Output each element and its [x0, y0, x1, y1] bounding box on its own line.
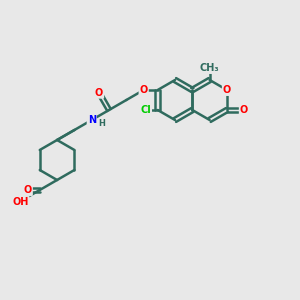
Text: H: H: [98, 119, 105, 128]
Text: O: O: [223, 85, 231, 95]
Text: O: O: [140, 85, 148, 95]
Text: O: O: [24, 185, 32, 195]
Text: O: O: [240, 105, 248, 115]
Text: O: O: [95, 88, 103, 98]
Text: OH: OH: [12, 197, 28, 207]
Text: N: N: [88, 115, 96, 125]
Text: CH₃: CH₃: [200, 63, 220, 73]
Text: Cl: Cl: [140, 105, 151, 115]
